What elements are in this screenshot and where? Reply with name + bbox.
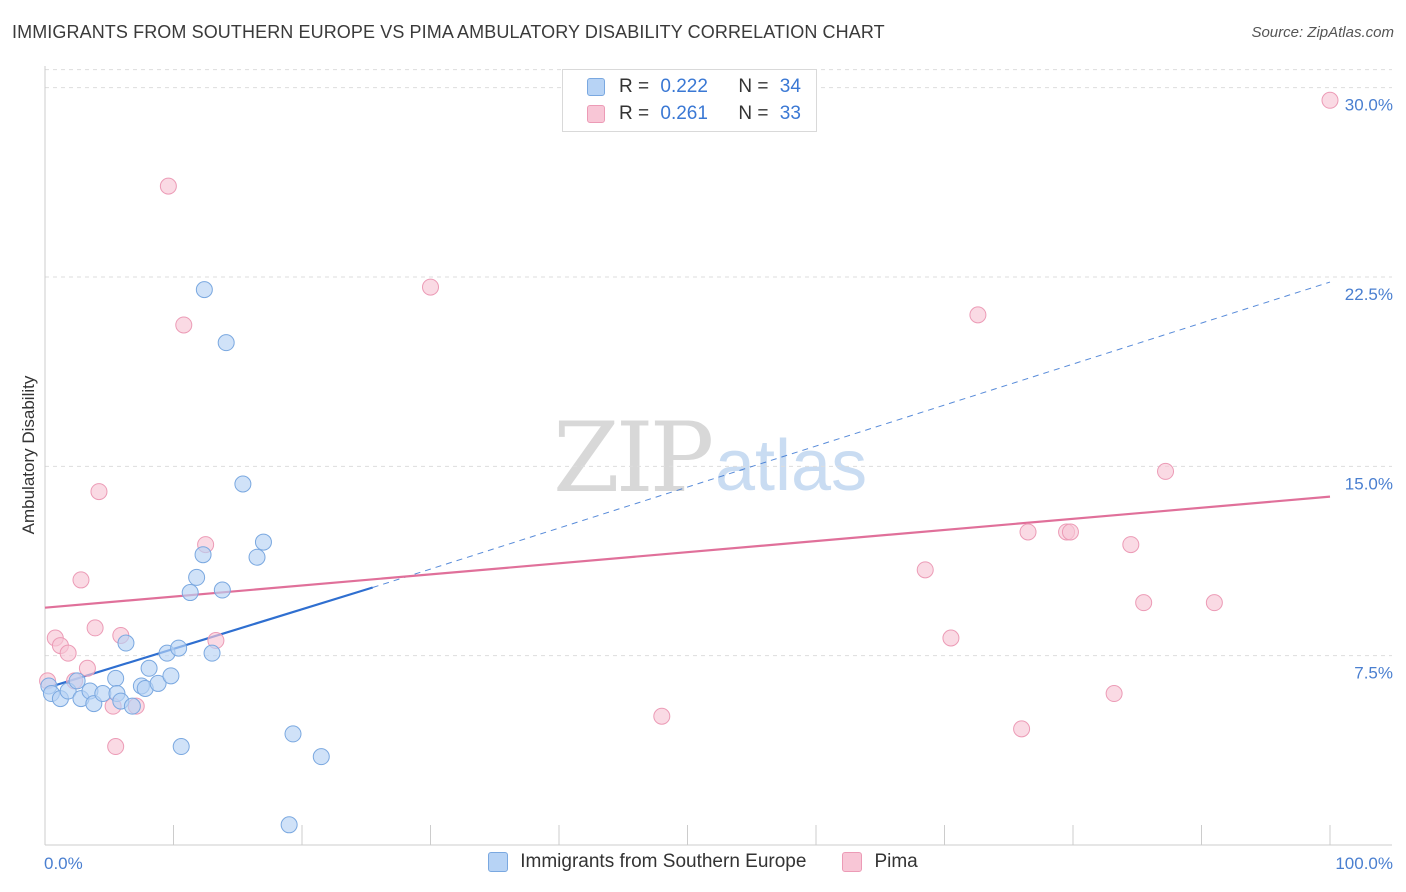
- tick-labels: 7.5% 15.0% 22.5% 30.0% 0.0% 100.0%: [44, 96, 1393, 873]
- y-tick-label: 7.5%: [1354, 664, 1393, 683]
- point-pima: [1205, 594, 1223, 612]
- point-southern-europe: [181, 584, 199, 602]
- point-pima: [653, 707, 671, 725]
- y-tick-label: 15.0%: [1345, 474, 1393, 493]
- legend-row-pima: R = 0.261 N = 33: [587, 101, 801, 127]
- r-label: R =: [619, 103, 655, 124]
- point-pima: [1013, 720, 1031, 738]
- point-southern-europe: [188, 568, 206, 586]
- point-pima: [59, 644, 77, 662]
- legend-label: Pima: [874, 851, 918, 872]
- point-pima: [90, 483, 108, 501]
- y-axis-label: Ambulatory Disability: [19, 375, 38, 534]
- point-southern-europe: [312, 748, 330, 766]
- point-southern-europe: [149, 674, 167, 692]
- point-pima: [78, 659, 96, 677]
- watermark-zip: ZIP: [553, 402, 714, 514]
- point-pima: [422, 278, 439, 296]
- point-southern-europe: [203, 644, 221, 662]
- legend-row-southern-europe: R = 0.222 N = 34: [587, 74, 801, 100]
- point-pima: [1157, 462, 1175, 480]
- legend-item-southern-europe: Immigrants from Southern Europe: [488, 851, 806, 873]
- series-legend: Immigrants from Southern Europe Pima: [0, 851, 1406, 873]
- n-label: N =: [738, 76, 774, 97]
- blue-swatch: [587, 78, 605, 96]
- point-southern-europe: [162, 667, 180, 685]
- point-pima: [916, 561, 934, 579]
- point-southern-europe: [217, 334, 235, 352]
- point-southern-europe: [248, 548, 266, 566]
- point-southern-europe: [284, 725, 302, 743]
- point-southern-europe: [107, 669, 125, 687]
- point-pima: [72, 571, 90, 589]
- point-southern-europe: [254, 533, 272, 551]
- point-pima: [1019, 523, 1037, 541]
- point-southern-europe: [123, 697, 141, 715]
- point-southern-europe: [117, 634, 135, 652]
- legend-item-pima: Pima: [842, 851, 918, 873]
- point-southern-europe: [194, 546, 212, 564]
- source-label: Source: ZipAtlas.com: [1251, 24, 1394, 41]
- point-southern-europe: [68, 672, 86, 690]
- point-southern-europe: [234, 475, 252, 493]
- y-tick-label: 30.0%: [1345, 96, 1393, 115]
- point-southern-europe: [172, 738, 190, 756]
- legend-label: Immigrants from Southern Europe: [520, 851, 807, 872]
- point-pima: [1122, 536, 1140, 554]
- point-pima: [1321, 91, 1339, 109]
- point-pima: [86, 619, 104, 637]
- n-label: N =: [738, 103, 774, 124]
- pink-swatch: [842, 852, 863, 872]
- axes: [44, 66, 1392, 846]
- y-tick-label: 22.5%: [1345, 285, 1393, 304]
- point-southern-europe: [195, 281, 213, 299]
- x-tick-label: 100.0%: [1335, 854, 1393, 873]
- stats-legend: R = 0.222 N = 34 R = 0.261 N = 33: [562, 69, 817, 132]
- point-southern-europe: [94, 685, 112, 703]
- point-pima: [942, 629, 960, 647]
- x-tick-label: 0.0%: [44, 854, 83, 873]
- point-pima: [175, 316, 193, 334]
- point-pima: [107, 738, 125, 756]
- trend-line-southern-europe-dashed: [372, 281, 1331, 588]
- chart-title: IMMIGRANTS FROM SOUTHERN EUROPE VS PIMA …: [12, 22, 885, 42]
- r-value: 0.222: [660, 76, 708, 97]
- point-pima: [969, 306, 987, 324]
- point-pima: [1105, 685, 1123, 703]
- point-southern-europe: [280, 816, 298, 834]
- blue-swatch: [488, 852, 509, 872]
- point-southern-europe: [213, 581, 231, 599]
- point-pima: [1135, 594, 1153, 612]
- r-label: R =: [619, 76, 655, 97]
- n-value: 34: [779, 76, 801, 97]
- point-southern-europe: [140, 659, 158, 677]
- point-pima: [1061, 523, 1079, 541]
- data-points: [39, 91, 1339, 834]
- n-value: 33: [779, 103, 801, 124]
- point-southern-europe: [170, 639, 188, 657]
- pink-swatch: [587, 105, 605, 123]
- grid-lines: [45, 69, 1392, 657]
- r-value: 0.261: [660, 103, 708, 124]
- point-pima: [159, 177, 177, 195]
- trend-line-pima: [44, 495, 1331, 609]
